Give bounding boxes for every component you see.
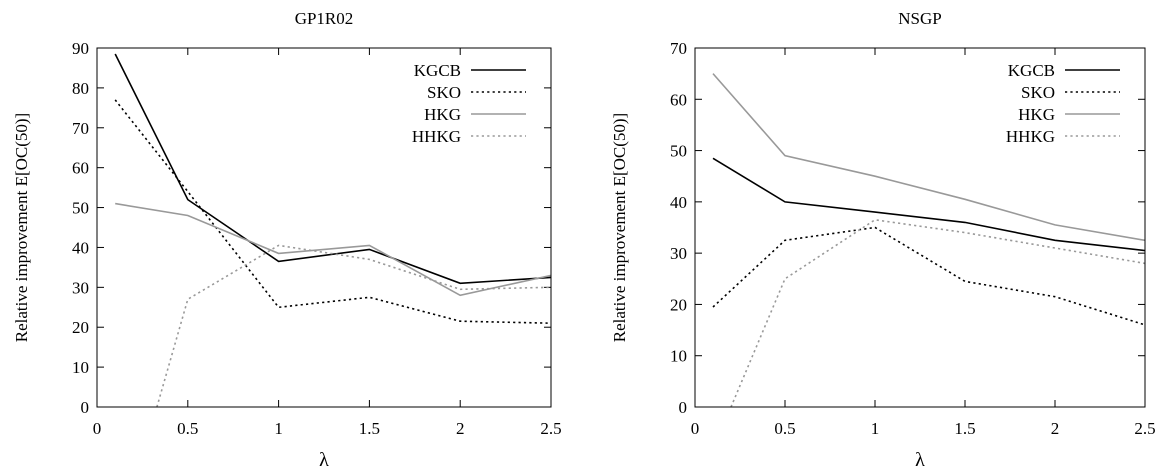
legend-label: SKO [1021,83,1055,102]
x-tick-label: 2 [1051,419,1060,438]
chart-title: GP1R02 [295,9,354,28]
plot-frame [694,47,1146,408]
y-tick-label: 50 [670,142,687,161]
y-tick-label: 80 [72,79,89,98]
legend-label: SKO [427,83,461,102]
series-line-hhkg [730,218,1145,407]
chart-title: NSGP [898,9,941,28]
x-tick-label: 1 [274,419,283,438]
series-group [114,53,551,407]
legend: KGCB SKO HKG HHKG [412,61,526,146]
series-line-sko [712,226,1145,326]
y-tick-label: 20 [670,295,687,314]
x-tick-label: 1.5 [359,419,380,438]
y-tick-label: 30 [72,278,89,297]
series-line-hkg [115,202,551,297]
x-tick-label: 0.5 [177,419,198,438]
x-axis-label: λ [915,449,925,471]
y-tick-label: 0 [679,398,688,417]
y-tick-label: 10 [72,358,89,377]
y-tick-label: 10 [670,347,687,366]
y-tick-label: 70 [670,39,687,58]
series-line-hhkg [156,244,551,407]
y-tick-label: 30 [670,244,687,263]
legend-label: KGCB [1008,61,1055,80]
x-tick-label: 1 [871,419,880,438]
chart-gp1r02: GP1R02 0 10 20 30 40 50 60 70 80 90 0 0.5 1 1.5 2 2.5 λ Re… [12,9,562,471]
y-axis-label: Relative improvement E[OC(50)] [12,113,31,342]
legend: KGCB SKO HKG HHKG [1006,61,1120,146]
legend-label: HKG [1018,105,1055,124]
legend-label: HKG [424,105,461,124]
x-tick-label: 2.5 [1134,419,1155,438]
chart-nsgp: NSGP 0 10 20 30 40 50 60 70 0 0.5 1 1.5 2 2.5 λ Relative… [610,9,1156,471]
x-axis-label: λ [319,449,329,471]
y-tick-label: 50 [72,199,89,218]
y-axis-label: Relative improvement E[OC(50)] [610,113,629,342]
y-tick-label: 20 [72,318,89,337]
legend-label: KGCB [414,61,461,80]
x-tick-label: 2 [456,419,465,438]
y-tick-label: 40 [670,193,687,212]
x-tick-label: 2.5 [540,419,561,438]
y-tick-label: 90 [72,39,89,58]
y-tick-label: 60 [72,159,89,178]
x-tick-label: 0.5 [774,419,795,438]
y-tick-label: 0 [81,398,90,417]
x-tick-label: 0 [691,419,700,438]
legend-label: HHKG [1006,127,1055,146]
x-tick-label: 1.5 [954,419,975,438]
series-line-kgcb [712,157,1145,252]
legend-label: HHKG [412,127,461,146]
series-group [712,73,1145,407]
y-tick-label: 40 [72,238,89,257]
series-line-sko [114,99,551,324]
series-line-hkg [712,73,1145,242]
x-tick-label: 0 [93,419,102,438]
y-tick-label: 70 [72,119,89,138]
series-line-kgcb [114,53,551,285]
plot-frame [96,47,552,408]
y-tick-label: 60 [670,90,687,109]
